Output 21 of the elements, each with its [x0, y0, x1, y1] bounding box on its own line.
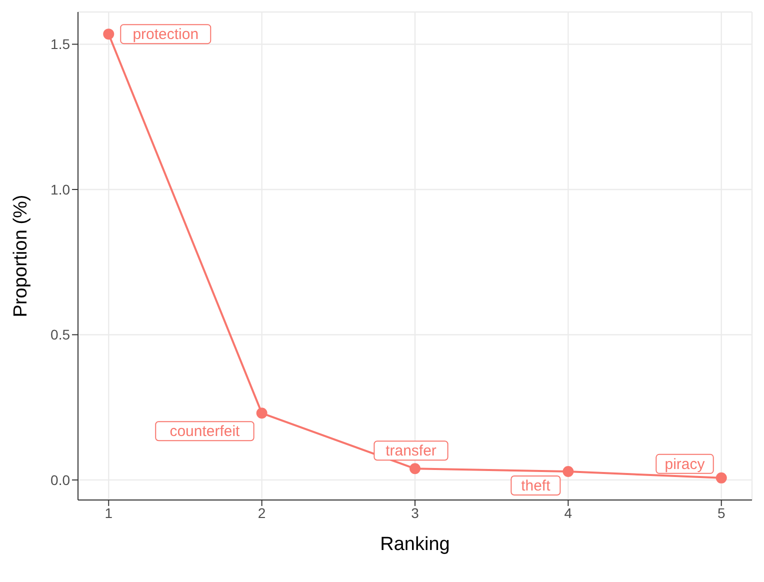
y-tick-label: 0.0 — [50, 472, 70, 488]
y-tick-label: 1.5 — [50, 36, 70, 52]
x-tick-label: 4 — [564, 504, 572, 521]
point — [410, 463, 420, 474]
point — [256, 408, 268, 419]
x-axis-title: Ranking — [380, 534, 450, 555]
annotation: transfer — [386, 442, 436, 460]
point — [103, 28, 114, 40]
x-tick-label: 2 — [258, 504, 266, 521]
x-tick-label: 3 — [411, 504, 420, 521]
x-tick-label: 1 — [104, 504, 113, 521]
annotation: protection — [132, 26, 199, 44]
point — [562, 466, 574, 478]
point — [716, 472, 727, 484]
x-tick-label: 5 — [717, 504, 726, 521]
y-axis-title: Proportion (%) — [10, 194, 32, 318]
annotation: piracy — [664, 456, 706, 473]
annotation: theft — [521, 478, 552, 495]
y-tick-label: 0.5 — [50, 326, 70, 343]
annotation: counterfeit — [170, 423, 241, 440]
y-tick-label: 1.0 — [50, 181, 70, 198]
